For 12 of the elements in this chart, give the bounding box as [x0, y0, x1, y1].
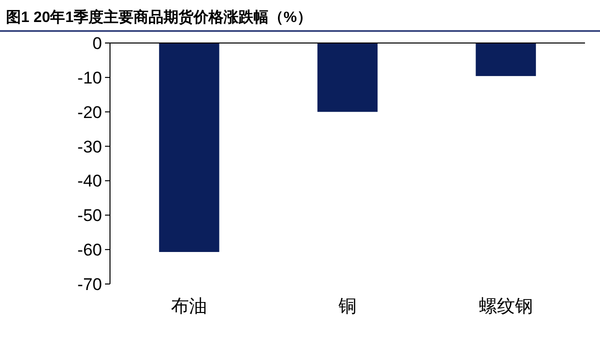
- chart-title: 图1 20年1季度主要商品期货价格涨跌幅（%）: [6, 8, 312, 26]
- x-tick-label: 螺纹钢: [478, 296, 533, 316]
- y-tick-label: -20: [77, 102, 102, 122]
- x-tick-label: 铜: [338, 296, 356, 316]
- y-tick-label: -40: [77, 172, 102, 191]
- y-tick-label: -50: [77, 206, 102, 226]
- y-tick-label: -60: [77, 240, 102, 260]
- y-tick-label: -10: [77, 68, 102, 88]
- x-tick-label: 布油: [171, 296, 208, 316]
- y-tick-label: 0: [92, 34, 102, 53]
- y-tick-label: -70: [77, 275, 102, 294]
- y-tick-label: -30: [77, 137, 102, 156]
